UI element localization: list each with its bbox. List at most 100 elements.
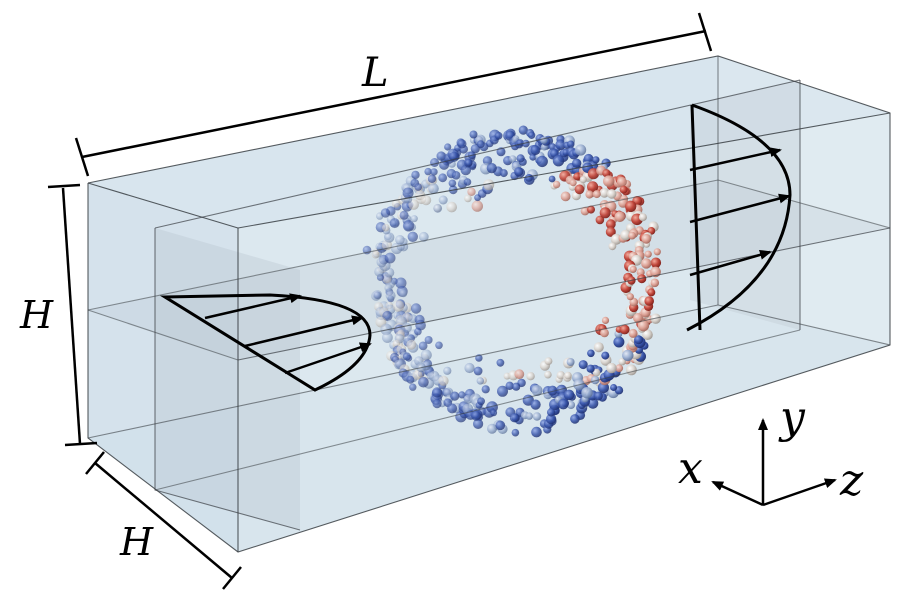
particle: [564, 390, 575, 401]
particle: [409, 384, 416, 391]
particle: [464, 363, 474, 373]
particle: [428, 175, 436, 183]
particle: [382, 332, 393, 343]
particle: [647, 288, 655, 296]
particle: [639, 213, 647, 221]
particle: [433, 204, 442, 213]
particle: [549, 176, 556, 183]
particle: [477, 377, 484, 384]
particle: [567, 358, 575, 366]
particle: [425, 336, 433, 344]
particle: [414, 328, 422, 336]
dim-w-label: H: [119, 520, 154, 564]
particle: [602, 317, 609, 324]
axis-y-label: y: [778, 392, 806, 443]
particle: [581, 387, 592, 398]
particle: [533, 412, 541, 420]
particle: [457, 139, 466, 148]
particle: [600, 207, 611, 218]
particle: [439, 196, 448, 205]
particle: [606, 363, 616, 373]
dim-l-label: L: [361, 50, 389, 96]
particle: [411, 171, 419, 179]
particle: [553, 181, 560, 188]
particle: [587, 350, 595, 358]
particle: [570, 179, 577, 186]
particle: [545, 357, 553, 365]
particle: [373, 290, 382, 299]
particle: [432, 387, 442, 397]
particle: [651, 279, 660, 288]
particle: [438, 376, 448, 386]
particle: [570, 414, 580, 424]
particle: [625, 201, 636, 212]
particle: [531, 427, 542, 438]
particle: [446, 202, 457, 213]
particle: [531, 400, 541, 410]
particle: [382, 224, 390, 232]
particle: [514, 369, 524, 379]
particle: [561, 192, 571, 202]
particle: [615, 212, 626, 223]
particle: [594, 342, 604, 352]
particle: [438, 173, 447, 182]
particle: [610, 384, 617, 391]
particle: [390, 218, 400, 228]
particle: [580, 176, 587, 183]
particle: [558, 399, 569, 410]
particle: [465, 159, 473, 167]
dim-h-tick-top: [48, 185, 80, 187]
particle: [620, 186, 628, 194]
particle: [450, 392, 459, 401]
particle: [497, 359, 505, 367]
particle: [393, 300, 404, 311]
particle: [644, 296, 654, 306]
particle: [613, 337, 624, 348]
particle: [414, 183, 422, 191]
particle: [572, 159, 581, 168]
particle: [512, 429, 520, 437]
particle: [464, 195, 472, 203]
particle: [651, 258, 661, 268]
particle: [443, 367, 451, 375]
particle: [517, 154, 525, 162]
dim-h-tick-bottom: [65, 443, 97, 445]
particle: [575, 144, 586, 155]
particle: [645, 251, 652, 258]
particle: [400, 290, 408, 298]
particle: [607, 189, 617, 199]
particle: [403, 220, 414, 231]
particle: [603, 175, 614, 186]
particle: [477, 140, 485, 148]
particle: [620, 325, 630, 335]
particle: [629, 329, 638, 338]
particle: [403, 352, 411, 360]
particle: [567, 141, 574, 148]
particle: [654, 248, 661, 255]
particle: [487, 163, 497, 173]
particle: [482, 385, 490, 393]
particle: [411, 215, 418, 222]
dim-w-tick-bottom: [223, 567, 241, 589]
particle: [418, 377, 429, 388]
particle: [406, 340, 416, 350]
particle: [487, 424, 497, 434]
particle: [510, 413, 519, 422]
particle: [496, 421, 506, 431]
particle: [477, 397, 485, 405]
dim-w-tick-top: [86, 452, 104, 474]
particle: [386, 291, 396, 301]
particle: [400, 211, 409, 220]
dim-h-line: [63, 188, 80, 444]
particle: [627, 293, 634, 300]
axis-z-label: z: [839, 455, 864, 506]
particle: [449, 180, 457, 188]
particle: [617, 177, 627, 187]
particle: [641, 258, 651, 268]
particle: [553, 155, 564, 166]
particle: [435, 342, 443, 350]
particle: [385, 253, 396, 264]
particle: [472, 200, 483, 211]
particle: [381, 208, 390, 217]
